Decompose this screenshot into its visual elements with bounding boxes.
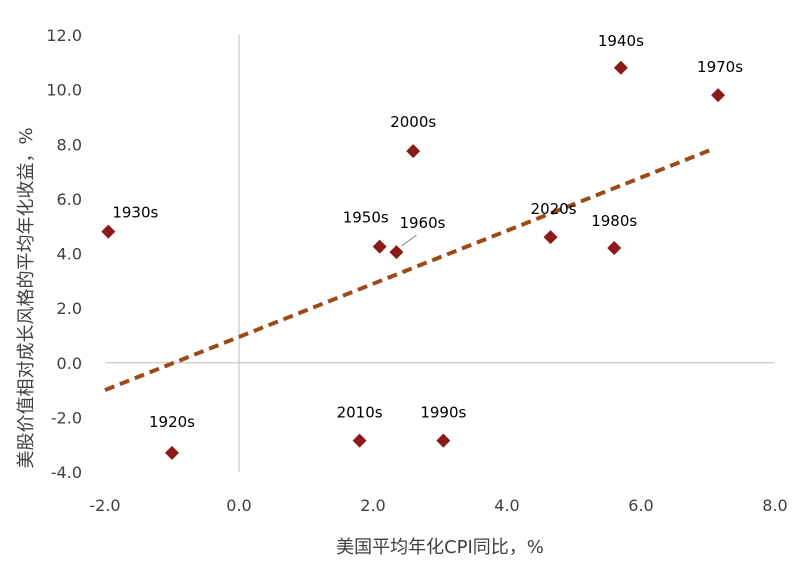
- x-tick-label: 2.0: [360, 496, 385, 515]
- y-tick-label: 2.0: [57, 299, 82, 318]
- x-tick-label: 8.0: [762, 496, 787, 515]
- point-label-2020s: 2020s: [531, 200, 577, 218]
- data-point-2010s: [352, 433, 367, 448]
- data-point-1990s: [436, 433, 451, 448]
- y-tick-label: 8.0: [57, 135, 82, 154]
- data-point-2020s: [543, 230, 558, 245]
- point-label-1940s: 1940s: [598, 32, 644, 50]
- trendline: [104, 146, 716, 392]
- axes: [105, 35, 775, 472]
- data-point-1940s: [613, 60, 628, 75]
- point-label-1950s: 1950s: [343, 209, 389, 227]
- points-layer: [101, 60, 726, 460]
- x-axis-title: 美国平均年化CPI同比，%: [336, 537, 544, 558]
- y-tick-label: -4.0: [51, 463, 82, 482]
- y-tick-label: 12.0: [46, 26, 82, 45]
- point-label-1990s: 1990s: [420, 404, 466, 422]
- data-point-1970s: [711, 88, 726, 103]
- data-point-2000s: [406, 144, 421, 159]
- data-point-1920s: [165, 445, 179, 460]
- point-label-1930s: 1930s: [112, 204, 158, 222]
- point-label-2000s: 2000s: [390, 113, 436, 131]
- data-point-1930s: [101, 224, 116, 239]
- point-label-2010s: 2010s: [337, 404, 383, 422]
- point-label-1980s: 1980s: [591, 212, 637, 230]
- trendline-layer: [104, 146, 716, 392]
- x-tick-label: 0.0: [226, 496, 251, 515]
- x-tick-label: 6.0: [628, 496, 653, 515]
- data-point-1980s: [607, 241, 622, 256]
- tick-labels-layer: -2.0 0.0 2.0 4.0 6.0 8.0 -4.0 -2.0 0.0 2.0 4.0 6.0 8…: [46, 26, 787, 515]
- point-labels-layer: 1920s 1930s 1940s 1950s 1960s 1970s 1980s 1990s…: [112, 32, 743, 431]
- point-label-1960s: 1960s: [399, 214, 445, 232]
- y-tick-label: 0.0: [57, 354, 82, 373]
- x-tick-label: 4.0: [494, 496, 519, 515]
- data-point-1950s: [372, 239, 387, 254]
- y-tick-label: 4.0: [57, 245, 82, 264]
- point-label-1920s: 1920s: [149, 413, 195, 431]
- leader-line-1960s: [401, 234, 417, 247]
- x-tick-label: -2.0: [89, 496, 120, 515]
- y-tick-label: 6.0: [57, 190, 82, 209]
- point-label-1970s: 1970s: [697, 58, 743, 76]
- y-tick-label: -2.0: [51, 408, 82, 427]
- y-axis-title: 美股价值相对成长风格的平均年化收益，%: [16, 127, 37, 468]
- y-tick-label: 10.0: [46, 81, 82, 100]
- data-point-1960s: [389, 245, 404, 260]
